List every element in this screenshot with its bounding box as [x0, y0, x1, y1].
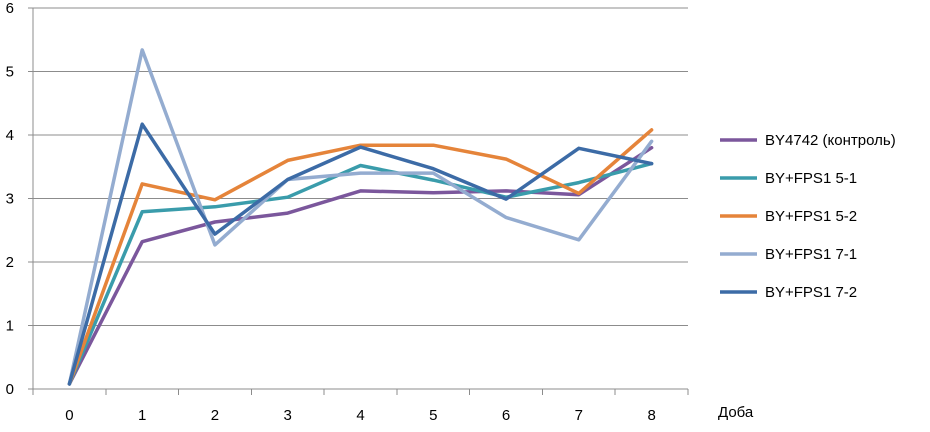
- y-tick-label: 3: [6, 191, 14, 208]
- series-line-1: [67, 145, 654, 386]
- y-tick-label: 4: [6, 127, 14, 144]
- x-tick-label: 4: [356, 407, 364, 424]
- y-tick-label: 2: [6, 254, 14, 271]
- x-tick-label: 8: [647, 407, 655, 424]
- x-axis-title: Доба: [718, 404, 754, 421]
- legend-label: BY4742 (контроль): [765, 132, 896, 149]
- x-tick-labels: 0 1 2 3 4 5 6 7 8: [65, 407, 656, 424]
- x-tick-label: 5: [429, 407, 437, 424]
- gridlines: [33, 7, 688, 326]
- series-line-5: [67, 122, 654, 386]
- legend-label: BY+FPS1 7-1: [765, 246, 857, 263]
- y-tick-label: 6: [6, 0, 14, 17]
- legend-label: BY+FPS1 7-2: [765, 284, 857, 301]
- x-tick-label: 1: [138, 407, 146, 424]
- x-tick-label: 3: [284, 407, 292, 424]
- y-tick-labels: 0 1 2 3 4 5 6: [6, 0, 14, 398]
- y-tick-label: 5: [6, 64, 14, 81]
- series-line-4: [67, 48, 654, 386]
- axes: [28, 7, 689, 395]
- series-line-2: [67, 161, 654, 386]
- series-line-3: [67, 128, 654, 386]
- x-tick-label: 7: [575, 407, 583, 424]
- y-tick-label: 1: [6, 318, 14, 335]
- legend: BY4742 (контроль) BY+FPS1 5-1 BY+FPS1 5-2 B…: [720, 132, 896, 301]
- legend-label: BY+FPS1 5-1: [765, 170, 857, 187]
- series-lines: [67, 48, 654, 386]
- x-tick-label: 2: [211, 407, 219, 424]
- x-tick-label: 6: [502, 407, 510, 424]
- y-tick-label: 0: [6, 381, 14, 398]
- x-tick-label: 0: [65, 407, 73, 424]
- legend-label: BY+FPS1 5-2: [765, 208, 857, 225]
